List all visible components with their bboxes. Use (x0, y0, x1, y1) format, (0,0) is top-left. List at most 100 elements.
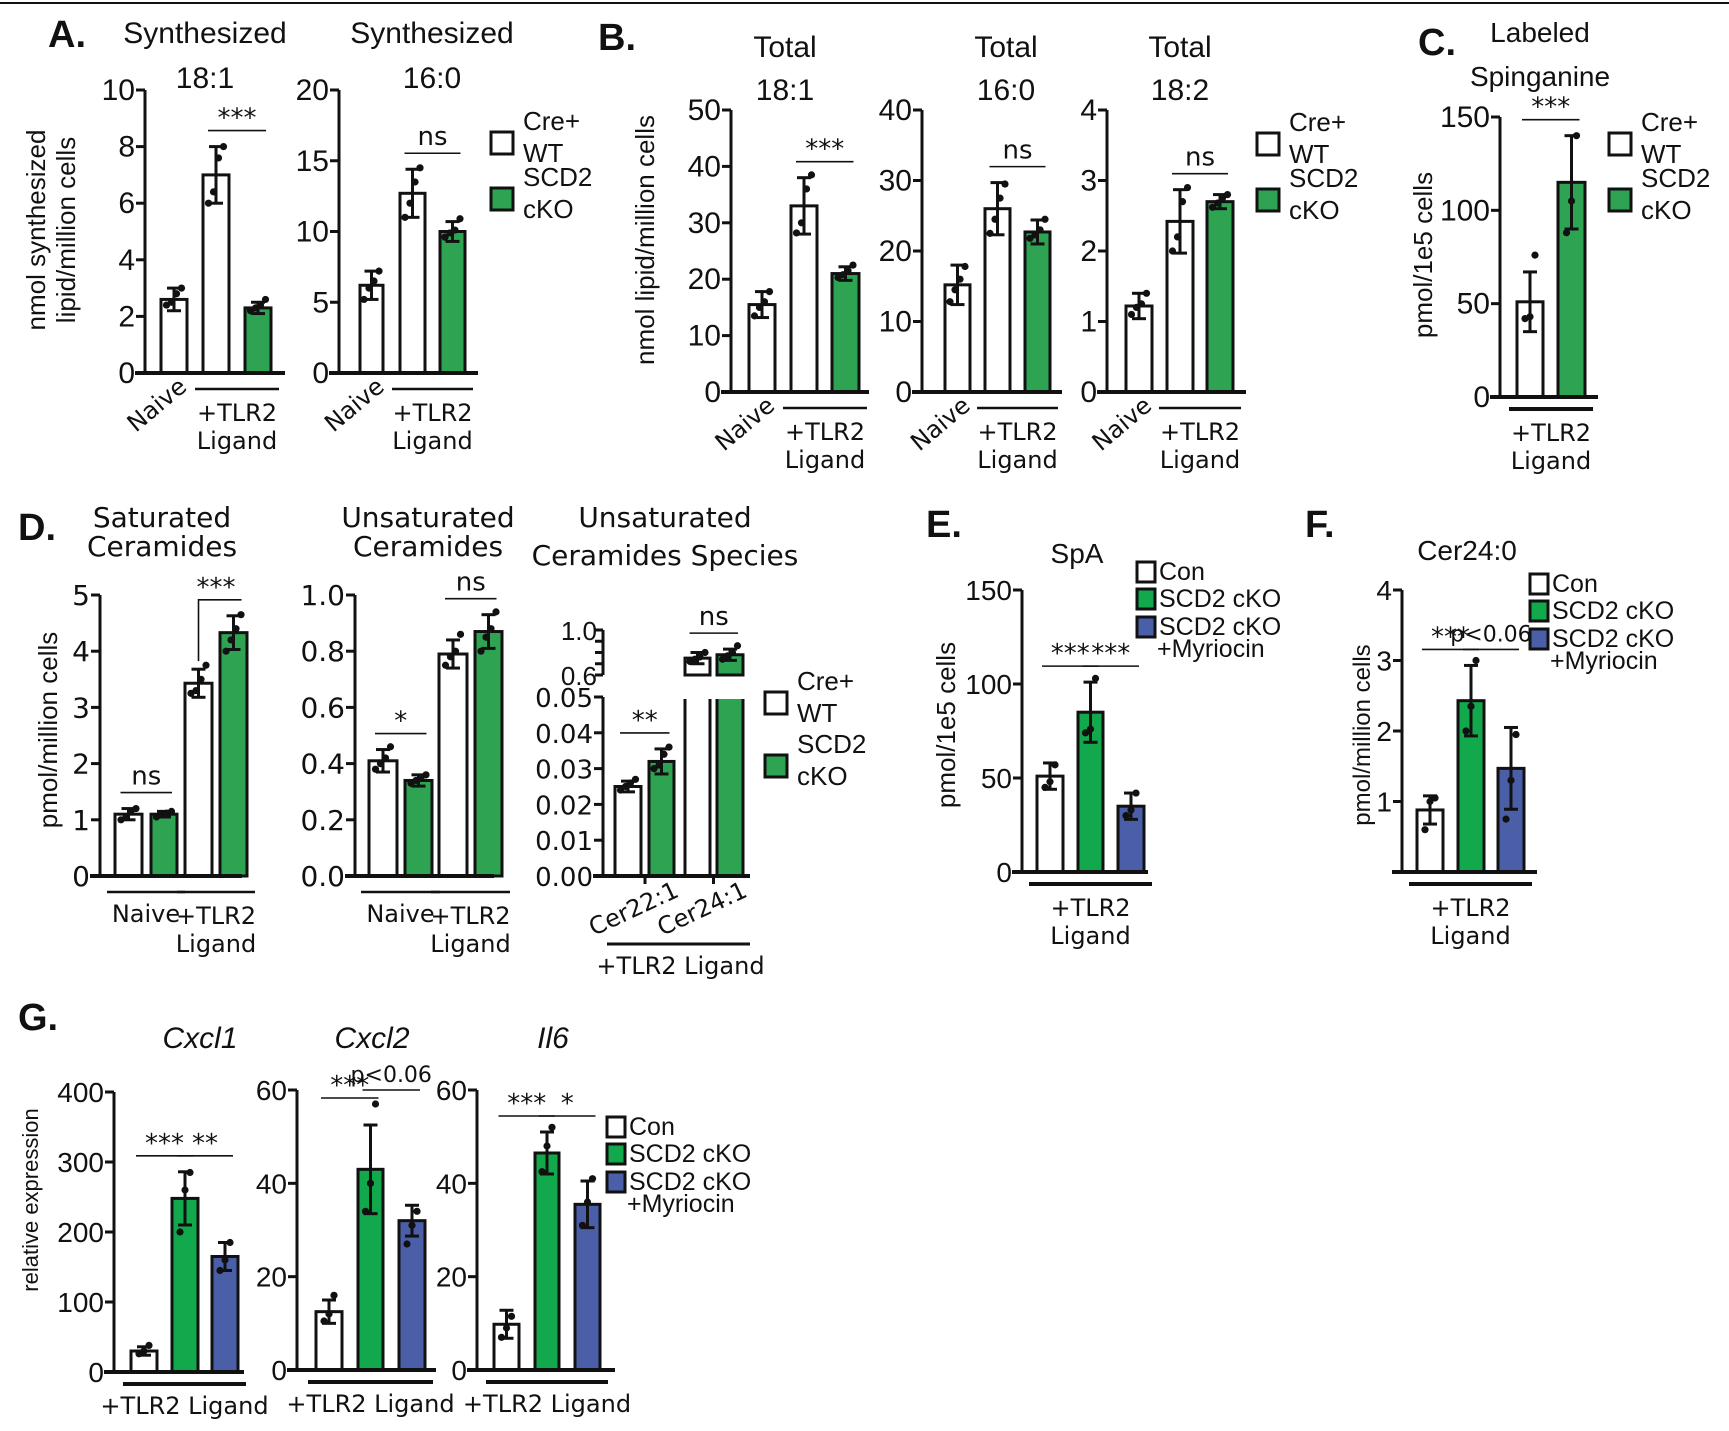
data-point (192, 686, 200, 695)
data-point (1091, 674, 1100, 682)
bar (243, 306, 273, 375)
significance-bracket (197, 598, 242, 662)
data-point (181, 1186, 189, 1194)
data-point (366, 1179, 375, 1187)
panel-label-d: D. (18, 507, 56, 549)
y-tick-label: 0.05 (535, 684, 593, 714)
x-group-label: +TLR2 (785, 418, 865, 446)
chart-title: Spinganine (1470, 61, 1610, 92)
data-point (750, 312, 759, 320)
chart-title: Saturated (93, 501, 231, 534)
data-point (451, 647, 460, 655)
significance-label: *** (218, 104, 257, 134)
chart-title: Labeled (1490, 17, 1590, 48)
x-group-label: Ligand (785, 446, 865, 474)
x-group-label: Ligand (1050, 922, 1130, 950)
y-tick-label: 30 (879, 165, 912, 198)
significance-label: ** (632, 706, 658, 736)
data-point (797, 219, 806, 227)
data-point (1421, 826, 1429, 834)
x-group-label: Ligand (1511, 447, 1591, 475)
x-group-label: Naive (366, 900, 434, 928)
y-tick-label: 2 (1376, 716, 1392, 747)
data-point (202, 661, 210, 669)
data-point (1051, 761, 1059, 769)
data-point (492, 608, 500, 616)
chart-e1: SpA pmol/1e5 cells 0 50 100 150 *** *** +TLR2Lig… (931, 538, 1152, 950)
legend-label: cKO (1289, 195, 1340, 225)
data-point (482, 633, 490, 641)
chart-a1: Synthesized 18:1 nmol synthesized lipid/mil… (21, 17, 287, 455)
y-tick-label: 1 (1376, 787, 1392, 818)
x-group-label: Ligand (1430, 922, 1510, 950)
data-point (1502, 815, 1510, 823)
bar (437, 652, 469, 878)
data-point (616, 786, 625, 794)
data-point (1086, 725, 1095, 733)
legend-swatch (1255, 131, 1281, 157)
bar (113, 812, 144, 878)
legend-label: +Myriocin (1157, 635, 1265, 663)
legend-swatch (1528, 599, 1550, 623)
bar (201, 173, 231, 375)
legend-label: Cre+ (523, 106, 580, 136)
panel-label-a: A. (48, 14, 86, 56)
y-tick-label: 10 (688, 320, 721, 353)
data-point (1081, 729, 1090, 737)
bar (613, 785, 643, 878)
x-group-label: Ligand (392, 427, 472, 455)
y-axis-label: relative expression (18, 1108, 43, 1291)
x-group-label: Naive (1087, 391, 1157, 456)
chart-title: Synthesized (350, 17, 513, 50)
chart-a2: Synthesized 16:0 0 5 10 15 20 ns Naive +TLR2Ligan… (296, 17, 514, 455)
legend-label: Cre+ (1289, 107, 1346, 137)
y-tick-label: 30 (688, 207, 721, 240)
data-point (1512, 730, 1520, 739)
y-tick-label: 4 (1376, 575, 1392, 606)
data-point (765, 288, 774, 296)
legend-label: WT (1289, 139, 1330, 169)
data-point (1472, 656, 1480, 665)
y-tick-label: 0.00 (535, 863, 593, 893)
chart-title: 18:2 (1151, 74, 1209, 107)
y-tick-label: 400 (57, 1077, 104, 1108)
legend-swatch (763, 753, 789, 779)
x-group-label: Naive (905, 391, 975, 456)
data-point (167, 807, 176, 815)
data-point (1127, 806, 1135, 814)
data-point (728, 648, 737, 657)
data-point (956, 275, 964, 283)
legend-label: +Myriocin (627, 1190, 735, 1218)
y-tick-label: 0 (72, 860, 90, 893)
legend-swatch (605, 1115, 627, 1139)
legend-swatch (1135, 587, 1157, 611)
data-point (507, 1312, 516, 1320)
y-axis-label: pmol/1e5 cells (1408, 172, 1438, 338)
significance-label: *** (1431, 622, 1470, 652)
bar (218, 631, 249, 878)
panel-label-b: B. (598, 17, 636, 59)
data-point (946, 298, 954, 306)
y-tick-label: 60 (436, 1075, 467, 1106)
data-point (733, 642, 742, 650)
data-point (381, 754, 390, 762)
bar (183, 681, 214, 878)
data-point (660, 750, 668, 758)
axis-break-gap (682, 694, 713, 699)
y-tick-label: 0.03 (535, 756, 593, 786)
data-point (1467, 702, 1475, 710)
chart-title: Total (1148, 31, 1211, 64)
chart-title: Synthesized (123, 17, 286, 50)
data-point (1426, 797, 1434, 806)
legend-label: WT (797, 698, 838, 728)
y-tick-label: 5 (72, 579, 90, 612)
data-point (1218, 194, 1227, 202)
data-point (451, 226, 459, 234)
axis-break-gap (714, 694, 746, 699)
legend-swatch (1607, 131, 1633, 157)
